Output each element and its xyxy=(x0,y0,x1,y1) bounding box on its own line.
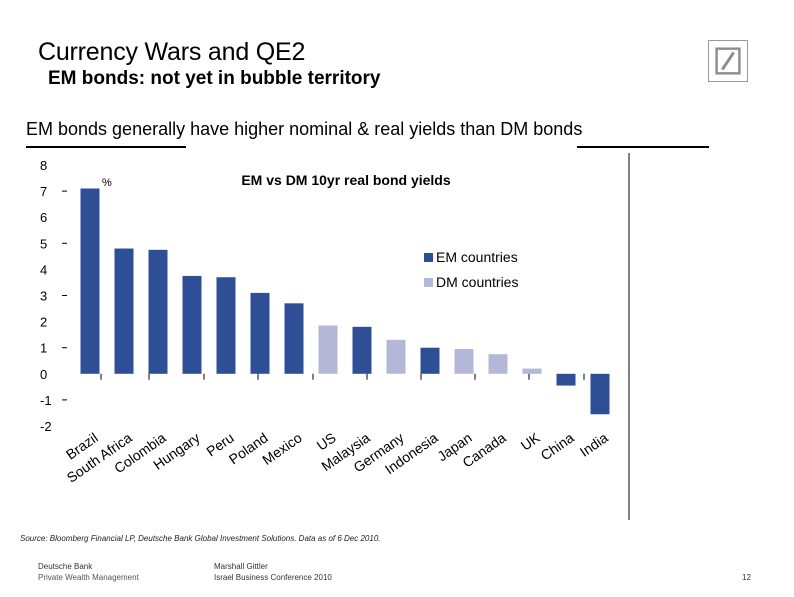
headline-underline-right xyxy=(577,146,709,148)
bar-indonesia xyxy=(420,347,440,374)
bar-hungary xyxy=(182,275,202,374)
bars xyxy=(80,188,610,415)
y-tick-label: 2 xyxy=(40,315,47,330)
x-tick-label: India xyxy=(577,429,611,460)
legend-swatch-em xyxy=(424,253,433,262)
y-tick-label: 3 xyxy=(40,289,47,304)
legend-label-em: EM countries xyxy=(436,249,518,265)
bar-malaysia xyxy=(352,326,372,374)
footer-page-number: 12 xyxy=(742,573,751,582)
bar-uk xyxy=(522,368,542,374)
y-tick-label: 1 xyxy=(40,341,47,356)
y-tick-label: 5 xyxy=(40,236,47,251)
chart-unit-label: % xyxy=(102,177,112,189)
y-tick-label: 6 xyxy=(40,210,47,225)
y-axis: 8 7 6 5 4 3 2 1 0 -1 -2 xyxy=(40,158,67,434)
chart-title: EM vs DM 10yr real bond yields xyxy=(241,172,451,188)
legend-label-dm: DM countries xyxy=(436,274,518,290)
bar-us xyxy=(318,325,338,374)
legend-swatch-dm xyxy=(424,278,433,287)
x-tick-label: Mexico xyxy=(259,429,305,468)
footer-event: Israel Business Conference 2010 xyxy=(214,573,332,582)
bar-peru xyxy=(216,277,236,374)
y-tick-label: 0 xyxy=(40,367,47,382)
y-tick-label: -1 xyxy=(40,393,52,408)
y-tick-label: -2 xyxy=(40,419,52,434)
y-tick-label: 4 xyxy=(40,262,47,277)
deutsche-bank-logo-icon xyxy=(708,40,748,82)
slide-subtitle: EM bonds: not yet in bubble territory xyxy=(48,68,381,89)
bar-colombia xyxy=(148,249,168,374)
bar-mexico xyxy=(284,303,304,374)
slide-title: Currency Wars and QE2 xyxy=(38,38,306,66)
bar-japan xyxy=(454,349,474,374)
y-tick-label: 7 xyxy=(40,184,47,199)
bar-canada xyxy=(488,354,508,374)
footer-division: Private Wealth Management xyxy=(38,573,139,582)
source-note: Source: Bloomberg Financial LP, Deutsche… xyxy=(20,534,381,543)
y-tick-label: 8 xyxy=(40,158,47,173)
bar-china xyxy=(556,373,576,386)
bar-germany xyxy=(386,339,406,374)
footer-company: Deutsche Bank xyxy=(38,562,93,571)
bar-poland xyxy=(250,292,270,374)
bar-south-africa xyxy=(114,248,134,374)
slide-headline: EM bonds generally have higher nominal &… xyxy=(26,119,583,139)
legend: EM countries DM countries xyxy=(424,249,518,290)
bar-india xyxy=(590,373,610,415)
footer-center: Marshall Gittler Israel Business Confere… xyxy=(214,561,332,583)
footer-left: Deutsche Bank Private Wealth Management xyxy=(38,561,139,583)
x-tick-label: China xyxy=(538,429,577,463)
footer-presenter: Marshall Gittler xyxy=(214,562,268,571)
bar-brazil xyxy=(80,188,100,374)
headline-underline-left xyxy=(26,146,186,148)
